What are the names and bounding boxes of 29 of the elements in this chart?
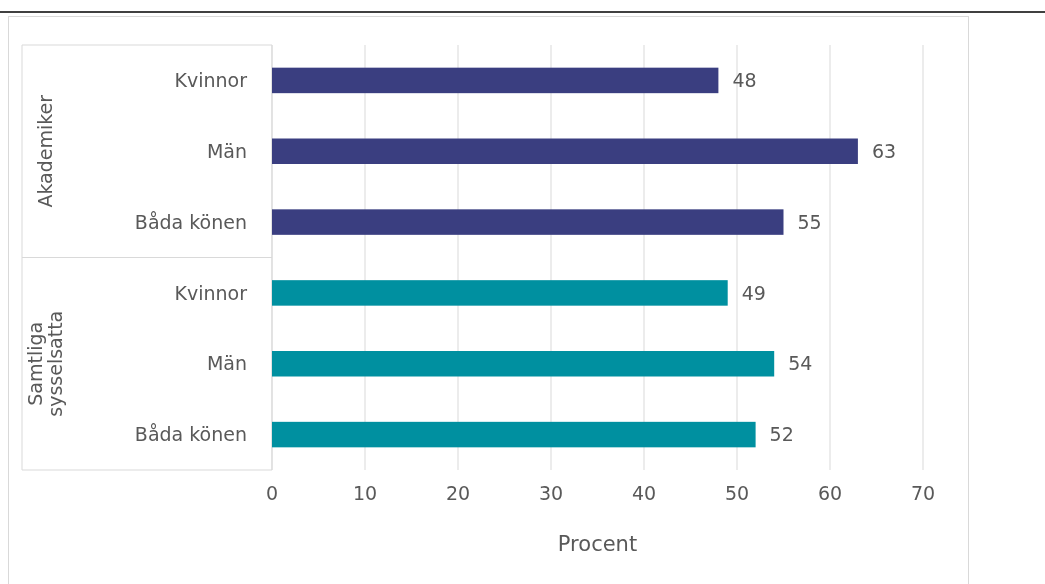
data-label: 55 (797, 210, 822, 233)
bar (272, 280, 728, 306)
x-tick-label: 50 (724, 482, 750, 504)
data-label: 63 (871, 139, 897, 162)
bar (272, 138, 858, 164)
bar (272, 421, 756, 448)
y-tick-label: Kvinnor (174, 281, 248, 304)
bar (272, 67, 719, 94)
y-tick-label: Män (206, 352, 247, 375)
x-tick-label: 0 (265, 482, 279, 504)
data-label: 48 (732, 69, 757, 92)
x-tick-label: 70 (910, 482, 936, 504)
data-label: 49 (741, 281, 766, 304)
data-label: 52 (769, 423, 794, 446)
y-tick-label: Män (206, 139, 247, 162)
x-tick-label: 40 (631, 482, 657, 504)
x-tick-label: 20 (445, 482, 471, 504)
bar (272, 351, 775, 377)
x-axis-title: Procent (557, 532, 638, 556)
x-tick-label: 10 (352, 482, 378, 504)
x-tick-label: 60 (817, 482, 843, 504)
y-tick-label: Båda könen (134, 423, 247, 446)
bar (272, 209, 784, 235)
x-tick-label: 30 (538, 482, 564, 504)
y-tick-label: Kvinnor (174, 69, 248, 92)
text: Samtliga sysselsatta (23, 310, 66, 417)
text: Akademiker (33, 94, 56, 208)
data-label: 54 (788, 352, 813, 375)
y-tick-label: Båda könen (134, 210, 247, 233)
